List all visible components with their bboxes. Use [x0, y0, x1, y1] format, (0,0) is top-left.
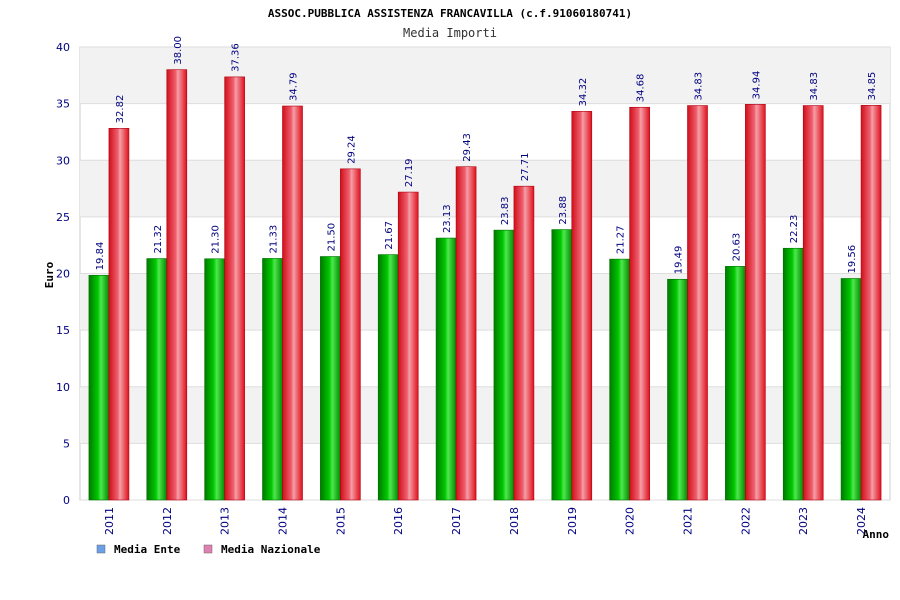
- bar-series-2-2023: [802, 105, 824, 501]
- data-label-series-2-2021: 34.83: [694, 72, 705, 101]
- y-tick-label: 35: [56, 98, 70, 111]
- data-label-series-2-2015: 29.24: [346, 135, 357, 164]
- y-tick-label: 5: [63, 437, 70, 450]
- bar-series-1-2011: [88, 275, 110, 501]
- bar-series-1-2013: [204, 258, 225, 501]
- bar-series-2-2019: [571, 111, 593, 501]
- bar-series-2-2018: [513, 185, 535, 501]
- data-label-series-1-2023: 22.23: [789, 215, 800, 244]
- data-label-series-1-2022: 20.63: [731, 233, 742, 262]
- y-tick-label: 15: [56, 324, 70, 337]
- legend-label-series-2: Media Nazionale: [221, 543, 321, 556]
- bar-series-1-2020: [609, 258, 630, 501]
- data-label-series-1-2013: 21.30: [211, 225, 222, 254]
- bar-series-1-2014: [262, 258, 283, 501]
- data-label-series-2-2022: 34.94: [751, 71, 762, 100]
- data-label-series-1-2017: 23.13: [442, 204, 453, 233]
- legend-label-series-1: Media Ente: [114, 543, 181, 556]
- data-label-series-2-2020: 34.68: [636, 74, 647, 103]
- bar-series-2-2014: [282, 105, 303, 501]
- x-tick-label-2015: 2015: [334, 507, 347, 535]
- data-label-series-2-2018: 27.71: [520, 153, 531, 182]
- bar-series-1-2019: [551, 229, 573, 501]
- x-tick-label-2021: 2021: [682, 507, 695, 535]
- x-axis-ticks: 2011 2012 2013 2014 2015 2016 2017 2018 2019 2020…: [103, 507, 868, 535]
- bars: [88, 69, 882, 501]
- bar-series-2-2011: [108, 128, 130, 501]
- legend-swatch-series-1: [96, 544, 106, 554]
- x-tick-label-2024: 2024: [855, 507, 868, 535]
- bar-series-1-2021: [667, 278, 688, 501]
- data-label-series-1-2014: 21.33: [269, 225, 280, 254]
- data-label-series-1-2011: 19.84: [95, 242, 106, 271]
- bar-series-2-2024: [860, 105, 882, 501]
- data-label-series-2-2012: 38.00: [173, 36, 184, 65]
- data-label-series-2-2019: 34.32: [578, 78, 589, 107]
- bar-series-2-2022: [745, 104, 766, 501]
- bar-series-1-2015: [320, 256, 341, 501]
- x-tick-label-2017: 2017: [450, 507, 463, 535]
- y-tick-label: 0: [63, 494, 70, 507]
- bar-series-1-2024: [840, 278, 862, 501]
- plot-band: [80, 160, 890, 217]
- bar-series-1-2018: [493, 229, 515, 501]
- x-tick-label-2018: 2018: [508, 507, 521, 535]
- data-label-series-1-2012: 21.32: [153, 225, 164, 254]
- chart-title: ASSOC.PUBBLICA ASSISTENZA FRANCAVILLA (c…: [268, 7, 632, 20]
- data-label-series-2-2023: 34.83: [809, 72, 820, 101]
- plot-band: [80, 47, 890, 104]
- y-axis-ticks: 0 5 10 15 20 25 30 35 40: [56, 41, 70, 507]
- data-label-series-2-2016: 27.19: [404, 158, 415, 187]
- y-tick-label: 25: [56, 211, 70, 224]
- data-label-series-1-2024: 19.56: [847, 245, 858, 274]
- bar-series-1-2022: [725, 266, 746, 501]
- data-label-series-1-2020: 21.27: [616, 225, 627, 254]
- x-tick-label-2016: 2016: [392, 507, 405, 535]
- bar-series-1-2016: [377, 254, 399, 501]
- y-tick-label: 40: [56, 41, 70, 54]
- bar-series-1-2017: [435, 237, 457, 501]
- data-label-series-1-2021: 19.49: [674, 246, 685, 275]
- data-label-series-2-2013: 37.36: [231, 43, 242, 72]
- data-labels: 19.84 32.82 21.32 38.00 21.30 37.36 21.33 34.79…: [95, 36, 878, 274]
- bar-series-1-2012: [146, 258, 168, 501]
- y-tick-label: 20: [56, 268, 70, 281]
- y-tick-label: 30: [56, 154, 70, 167]
- x-tick-label-2014: 2014: [277, 507, 290, 535]
- bar-series-2-2020: [629, 106, 650, 501]
- data-label-series-1-2016: 21.67: [384, 221, 395, 250]
- chart-subtitle: Media Importi: [403, 26, 497, 40]
- y-axis-label: Euro: [43, 261, 56, 288]
- bar-series-2-2012: [166, 69, 188, 501]
- plot-band: [80, 386, 890, 444]
- bar-series-2-2021: [687, 105, 708, 501]
- x-tick-label-2013: 2013: [219, 507, 232, 535]
- data-label-series-1-2015: 21.50: [326, 223, 337, 252]
- bar-series-2-2013: [224, 76, 245, 501]
- data-label-series-2-2024: 34.85: [867, 72, 878, 101]
- legend: Media Ente Media Nazionale: [96, 543, 321, 556]
- bar-series-1-2023: [782, 247, 804, 501]
- x-tick-label-2019: 2019: [566, 507, 579, 535]
- x-tick-label-2022: 2022: [739, 507, 752, 535]
- bar-series-2-2017: [455, 166, 477, 501]
- data-label-series-2-2014: 34.79: [289, 72, 300, 101]
- x-tick-label-2020: 2020: [624, 507, 637, 535]
- x-tick-label-2012: 2012: [161, 507, 174, 535]
- data-label-series-1-2018: 23.83: [500, 196, 511, 225]
- bar-series-2-2016: [397, 191, 419, 501]
- y-tick-label: 10: [56, 381, 70, 394]
- data-label-series-2-2017: 29.43: [462, 133, 473, 162]
- data-label-series-1-2019: 23.88: [558, 196, 569, 225]
- plot-band: [80, 273, 890, 331]
- x-axis-label: Anno: [863, 528, 890, 541]
- x-tick-label-2023: 2023: [797, 507, 810, 535]
- legend-swatch-series-2: [203, 544, 213, 554]
- data-label-series-2-2011: 32.82: [115, 95, 126, 124]
- bar-series-2-2015: [340, 168, 361, 501]
- x-tick-label-2011: 2011: [103, 507, 116, 535]
